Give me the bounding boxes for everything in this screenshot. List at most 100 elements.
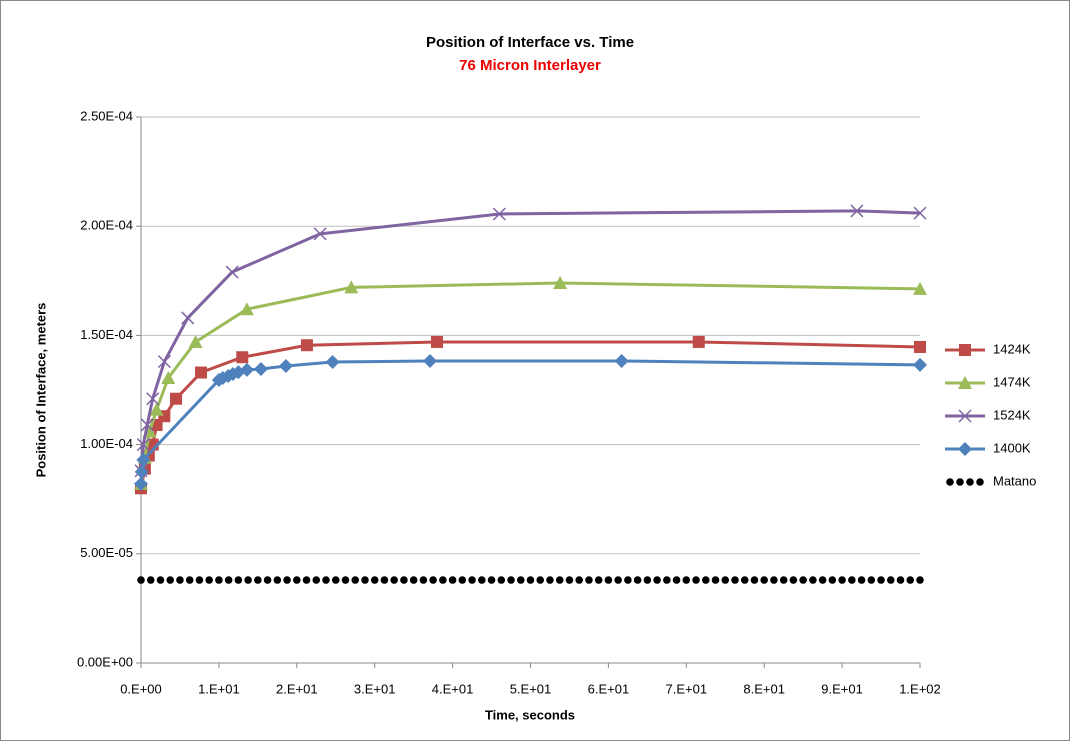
marker [322,576,330,584]
marker [170,392,183,405]
marker [604,576,613,584]
x-tick-label: 0.E+00 [120,681,162,696]
marker [253,362,268,377]
marker [431,335,444,348]
marker [188,334,203,348]
x-tick-label: 9.E+01 [821,681,863,696]
marker [419,576,428,584]
marker [134,464,149,479]
marker [740,576,749,584]
marker [136,452,151,467]
marker [263,576,272,584]
marker [293,576,301,584]
marker [958,376,972,389]
x-axis-label: Time, seconds [485,707,575,722]
marker [779,576,788,584]
marker [370,576,379,584]
marker [492,207,506,221]
plot [134,204,927,584]
marker [643,576,652,584]
marker [312,576,321,584]
marker [390,576,398,584]
legend-item: 1424K [945,341,1031,356]
marker [134,476,148,491]
marker [185,576,194,584]
marker [448,576,457,584]
marker [624,576,632,584]
marker [137,576,145,584]
marker [156,576,165,584]
marker [838,576,846,584]
marker [140,418,154,432]
marker [633,576,642,584]
marker [663,576,671,584]
marker [149,402,164,416]
marker [818,576,827,584]
marker [361,576,369,584]
x-tick-label: 8.E+01 [743,681,785,696]
marker [867,576,876,584]
x-tick-label: 5.E+01 [510,681,552,696]
marker [331,576,340,584]
marker [468,576,476,584]
marker [701,576,710,584]
marker [146,576,155,584]
chart-subtitle: 76 Micron Interlayer [459,57,601,74]
legend: 1424K 1474K 1524K 1400K Matano [945,341,1036,488]
marker [692,576,700,584]
marker [721,576,730,584]
x-tick-label: 2.E+01 [276,681,318,696]
marker [176,576,184,584]
marker [799,576,807,584]
marker [497,576,506,584]
marker [458,576,467,584]
x-tick-label: 7.E+01 [666,681,708,696]
y-tick-label: 2.50E-04 [80,108,133,123]
marker [575,576,583,584]
marker [478,576,486,584]
marker [195,576,204,584]
grid: 0.00E+00 5.00E-05 1.00E-04 1.50E-04 2.00E-04… [77,108,941,696]
marker [300,339,313,352]
marker [166,576,175,584]
marker [380,576,389,584]
marker [966,478,974,486]
marker [546,576,554,584]
y-tick-label: 0.00E+00 [77,654,133,669]
marker [958,442,972,456]
y-tick-label: 1.00E-04 [80,436,133,451]
marker [254,576,262,584]
marker [225,265,239,279]
marker [594,576,603,584]
marker [789,576,798,584]
marker [536,576,545,584]
marker [850,204,864,218]
x-tick-label: 1.E+01 [198,681,240,696]
marker [429,576,437,584]
marker [614,576,622,584]
marker [146,392,160,406]
legend-label: Matano [993,473,1036,488]
marker [913,206,927,220]
marker [770,576,778,584]
marker [181,311,195,325]
marker [848,576,856,584]
x-tick-label: 4.E+01 [432,681,474,696]
marker [958,409,972,423]
legend-label: 1400K [993,440,1031,455]
marker [234,576,243,584]
marker [136,438,150,452]
x-tick-label: 6.E+01 [588,681,630,696]
marker [302,576,311,584]
legend-item: 1400K [945,440,1031,456]
x-tick-label: 1.E+02 [899,681,941,696]
marker [487,576,496,584]
marker [161,370,176,384]
marker [653,576,661,584]
legend-label: 1474K [993,374,1031,389]
marker [585,576,593,584]
marker [886,576,895,584]
marker [760,576,768,584]
